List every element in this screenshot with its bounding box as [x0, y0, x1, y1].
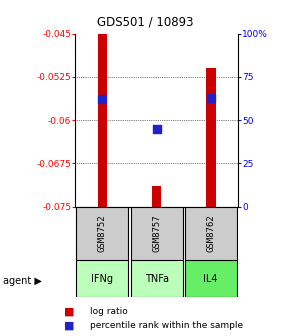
Text: agent ▶: agent ▶ — [3, 276, 42, 286]
Bar — [98, 34, 107, 207]
Text: GSM8762: GSM8762 — [206, 215, 215, 252]
Text: log ratio: log ratio — [90, 307, 128, 316]
Text: ■: ■ — [64, 307, 74, 317]
FancyBboxPatch shape — [130, 207, 183, 260]
Bar — [206, 68, 215, 207]
Text: TNFa: TNFa — [145, 274, 168, 284]
Bar — [152, 186, 162, 207]
Text: IL4: IL4 — [204, 274, 218, 284]
FancyBboxPatch shape — [130, 260, 183, 297]
FancyBboxPatch shape — [185, 207, 237, 260]
Text: GSM8752: GSM8752 — [98, 215, 107, 252]
Text: ■: ■ — [64, 321, 74, 331]
FancyBboxPatch shape — [77, 207, 128, 260]
Text: percentile rank within the sample: percentile rank within the sample — [90, 322, 243, 330]
Text: GDS501 / 10893: GDS501 / 10893 — [97, 15, 193, 28]
Text: IFNg: IFNg — [91, 274, 113, 284]
FancyBboxPatch shape — [77, 260, 128, 297]
Text: GSM8757: GSM8757 — [152, 215, 161, 252]
Point — [209, 95, 213, 100]
Point — [100, 97, 105, 102]
Point — [154, 126, 159, 131]
FancyBboxPatch shape — [185, 260, 237, 297]
